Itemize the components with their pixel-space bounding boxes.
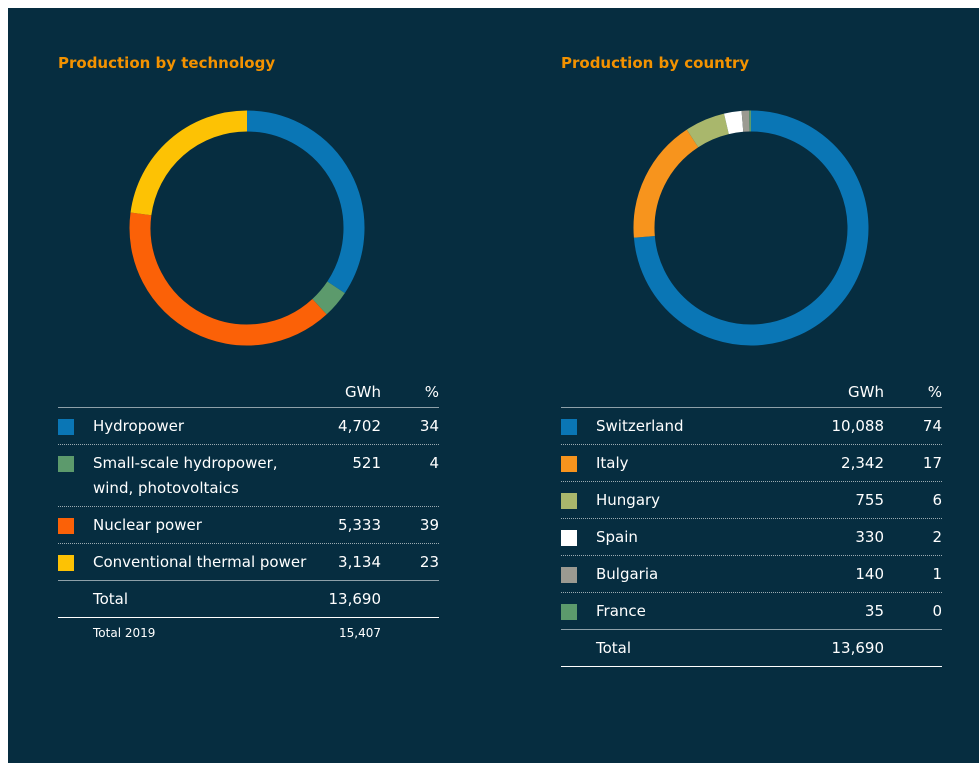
legend-swatch xyxy=(561,456,577,472)
table-cell: 521 xyxy=(352,454,381,472)
category-label: Spain xyxy=(596,528,638,546)
header-rule xyxy=(561,407,942,408)
table-cell: 13,690 xyxy=(831,639,885,657)
category-label: Italy xyxy=(596,454,629,472)
donut-segment xyxy=(129,212,327,346)
table-cell: 4,702 xyxy=(338,417,381,435)
table-cell: 39 xyxy=(419,516,439,534)
category-label: Conventional thermal power xyxy=(93,553,307,571)
legend-swatch xyxy=(561,530,577,546)
chart-title: Production by technology xyxy=(58,54,276,72)
total-rule xyxy=(58,617,439,618)
donut-segment xyxy=(724,110,744,135)
table-cell: 4 xyxy=(429,454,439,472)
row-rule xyxy=(561,592,942,593)
category-label: Hydropower xyxy=(93,417,185,435)
row-rule xyxy=(58,444,439,445)
table-cell: GWh xyxy=(345,383,381,401)
donut-segment xyxy=(130,110,248,216)
donut-segment xyxy=(312,281,345,315)
row-rule xyxy=(58,506,439,507)
row-rule xyxy=(561,629,942,630)
table-cell: 35 xyxy=(864,602,884,620)
table-cell: 34 xyxy=(419,417,439,435)
total-label: Total xyxy=(596,639,632,657)
row-rule xyxy=(561,518,942,519)
table-cell: 2,342 xyxy=(841,454,884,472)
table-cell: 1 xyxy=(932,565,942,583)
table-cell: 755 xyxy=(855,491,884,509)
donut-segment xyxy=(246,110,365,294)
table-cell: 23 xyxy=(419,553,439,571)
table-cell: 3,134 xyxy=(338,553,381,571)
total-rule xyxy=(561,666,942,667)
category-label: Hungary xyxy=(596,491,661,509)
legend-swatch xyxy=(58,419,74,435)
donut-segment xyxy=(686,113,730,148)
table-cell: GWh xyxy=(848,383,884,401)
table-cell: 0 xyxy=(932,602,942,620)
table-cell: 330 xyxy=(855,528,884,546)
row-rule xyxy=(561,481,942,482)
total-label: Total xyxy=(93,590,129,608)
table-cell: 10,088 xyxy=(831,417,885,435)
table-cell: 5,333 xyxy=(338,516,381,534)
table-cell: 6 xyxy=(932,491,942,509)
legend-swatch xyxy=(561,567,577,583)
category-label: Bulgaria xyxy=(596,565,659,583)
table-cell: % xyxy=(927,383,942,401)
category-label: Small-scale hydropower, wind, photovolta… xyxy=(93,454,278,497)
category-label: Switzerland xyxy=(596,417,684,435)
previous-total-label: Total 2019 xyxy=(93,626,156,640)
legend-swatch xyxy=(561,604,577,620)
header-rule xyxy=(58,407,439,408)
table-cell: 17 xyxy=(922,454,942,472)
category-label: Nuclear power xyxy=(93,516,202,534)
table-cell: % xyxy=(424,383,439,401)
table-cell: 13,690 xyxy=(328,590,382,608)
donut-segment xyxy=(633,110,869,346)
table-cell: 2 xyxy=(932,528,942,546)
table-cell: 140 xyxy=(855,565,884,583)
table-cell: 74 xyxy=(922,417,942,435)
category-label: France xyxy=(596,602,646,620)
donut-segment xyxy=(633,129,699,238)
row-rule xyxy=(58,580,439,581)
row-rule xyxy=(58,543,439,544)
legend-swatch xyxy=(561,419,577,435)
legend-swatch xyxy=(561,493,577,509)
legend-swatch xyxy=(58,518,74,534)
chart-title: Production by country xyxy=(561,54,750,72)
table-cell: 15,407 xyxy=(339,626,381,640)
row-rule xyxy=(561,555,942,556)
row-rule xyxy=(561,444,942,445)
legend-swatch xyxy=(58,456,74,472)
legend-swatch xyxy=(58,555,74,571)
